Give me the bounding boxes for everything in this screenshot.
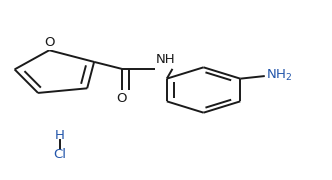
Text: O: O	[117, 92, 127, 105]
Text: O: O	[44, 36, 54, 49]
Text: H: H	[55, 129, 65, 142]
Text: Cl: Cl	[53, 148, 66, 161]
Text: NH$_2$: NH$_2$	[266, 68, 293, 83]
Text: NH: NH	[156, 53, 176, 66]
